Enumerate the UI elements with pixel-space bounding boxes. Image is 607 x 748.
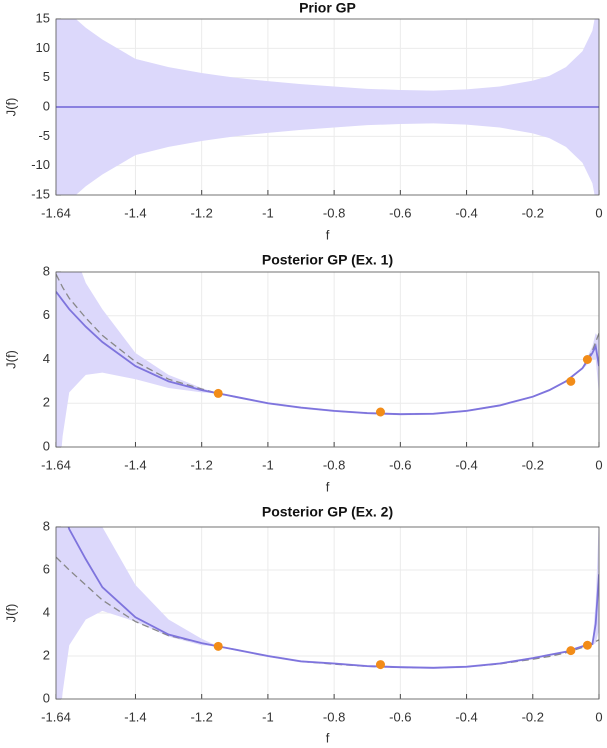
y-tick-label: -15 [31,186,50,201]
observation-point [566,646,576,656]
plot-area [56,272,599,447]
x-tick-label: -0.4 [455,709,477,724]
x-tick-label: -1 [262,205,274,220]
observation-point [375,660,385,670]
observation-point [582,640,592,650]
plot-area [56,19,599,195]
x-tick-label: -0.8 [323,205,345,220]
y-tick-label: 4 [43,604,50,619]
x-tick-label: -0.6 [389,709,411,724]
y-tick-label: -10 [31,157,50,172]
x-axis-label: f [326,479,330,494]
subplot-title: Posterior GP (Ex. 1) [262,252,393,268]
y-tick-label: 4 [43,351,50,366]
x-tick-label: -0.2 [522,457,544,472]
observation-point [375,407,385,417]
subplot: Prior GP f J(f) -1.64 -1.4 -1.2 -1 -0.8 -0.6 -0.4… [3,0,602,242]
observation-point [213,641,223,651]
x-tick-label: 0 [595,457,602,472]
subplot: Posterior GP (Ex. 2) f J(f) -1.64 -1.4 -1.2 -1… [3,504,602,746]
x-tick-label: -0.8 [323,457,345,472]
y-tick-label: 5 [43,69,50,84]
y-tick-label: 15 [36,10,50,25]
observation-point [566,376,576,386]
confidence-band [56,527,599,699]
x-tick-label: -1.4 [124,457,146,472]
x-tick-label: 0 [595,709,602,724]
y-tick-label: 6 [43,561,50,576]
x-tick-label: -1.4 [124,709,146,724]
y-axis-label: J(f) [3,604,18,623]
y-tick-label: 6 [43,307,50,322]
x-tick-label: -1.2 [190,709,212,724]
subplot: Posterior GP (Ex. 1) f J(f) -1.64 -1.4 -1.2 -1… [3,252,602,495]
x-tick-label: -0.4 [455,205,477,220]
x-tick-label: -1 [262,709,274,724]
y-axis-label: J(f) [3,350,18,369]
x-tick-label: -0.8 [323,709,345,724]
y-tick-label: 10 [36,40,50,55]
y-axis-label: J(f) [3,98,18,117]
x-tick-label: -0.6 [389,205,411,220]
x-tick-label: -1.64 [41,205,71,220]
x-axis-label: f [326,730,330,745]
x-tick-label: -1 [262,457,274,472]
x-tick-label: -0.2 [522,709,544,724]
x-tick-label: 0 [595,205,602,220]
axes-frame [55,18,600,196]
x-tick-label: -1.2 [190,457,212,472]
x-tick-label: -0.6 [389,457,411,472]
x-tick-label: -0.2 [522,205,544,220]
y-tick-label: 0 [43,690,50,705]
y-tick-label: 2 [43,647,50,662]
y-tick-label: 8 [43,263,50,278]
true-function-line [56,273,599,415]
y-tick-label: 0 [43,438,50,453]
x-tick-label: -0.4 [455,457,477,472]
y-tick-label: 8 [43,518,50,533]
axes-frame [55,526,600,700]
observation-point [582,355,592,364]
true-function-line [56,556,599,669]
mean-line [67,527,599,669]
y-tick-label: 2 [43,395,50,410]
x-tick-label: -1.64 [41,709,71,724]
plot-area [56,527,599,699]
observation-point [213,388,223,398]
y-tick-label: -5 [38,128,50,143]
subplot-title: Prior GP [299,0,356,16]
subplot-title: Posterior GP (Ex. 2) [262,504,393,520]
mean-line [56,291,599,416]
x-tick-label: -1.4 [124,205,146,220]
x-tick-label: -1.64 [41,457,71,472]
y-tick-label: 0 [43,98,50,113]
x-axis-label: f [326,227,330,242]
x-tick-label: -1.2 [190,205,212,220]
axes-frame [55,271,600,448]
